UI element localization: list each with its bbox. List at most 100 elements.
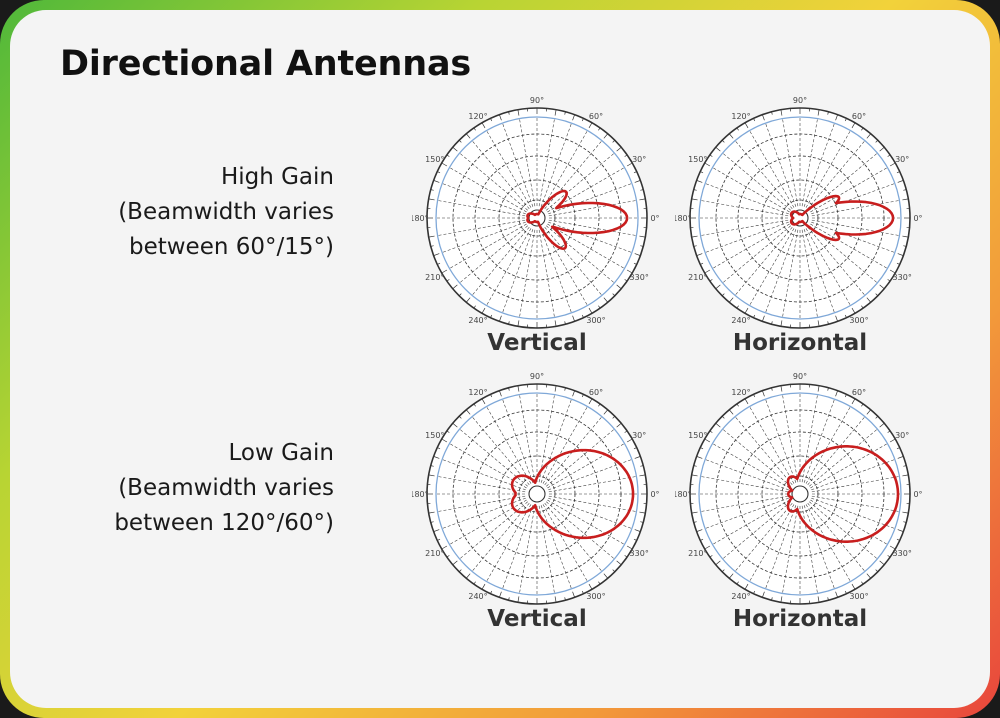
tick-mark <box>691 198 698 201</box>
tick-mark <box>736 127 739 131</box>
caption-low-gain: Low Gain (Beamwidth varies between 120°/… <box>114 436 334 541</box>
tick-mark <box>612 139 616 143</box>
tick-mark <box>481 398 486 405</box>
tick-mark <box>640 245 644 247</box>
angle-label: 90° <box>530 96 544 105</box>
tick-mark <box>517 109 520 116</box>
tick-mark <box>700 538 704 541</box>
tick-mark <box>729 133 734 139</box>
tick-mark <box>897 180 904 183</box>
angle-label: 90° <box>793 372 807 381</box>
tick-mark <box>879 560 885 565</box>
tick-mark <box>897 456 904 459</box>
tick-mark <box>861 305 864 309</box>
tick-mark <box>861 581 864 585</box>
tick-mark <box>762 390 765 397</box>
tick-mark <box>517 385 520 392</box>
angle-label: 30° <box>632 431 646 440</box>
tick-mark <box>729 573 734 579</box>
tick-mark <box>640 189 644 191</box>
tick-mark <box>626 162 633 167</box>
tick-mark <box>517 320 520 327</box>
tick-mark <box>481 307 486 314</box>
angle-label: 0° <box>650 490 659 499</box>
radiation-pattern <box>789 194 895 242</box>
tick-mark <box>835 591 838 598</box>
tick-mark <box>433 456 440 459</box>
tick-mark <box>473 581 476 585</box>
tick-mark <box>771 321 773 325</box>
tick-mark <box>887 430 891 433</box>
tick-mark <box>473 305 476 309</box>
tick-mark <box>903 189 907 191</box>
tick-mark <box>517 596 520 603</box>
tick-mark <box>441 162 448 167</box>
tick-mark <box>827 111 829 115</box>
angle-label: 150° <box>425 155 444 164</box>
tick-mark <box>452 147 458 152</box>
angle-label: 180° <box>412 214 429 223</box>
tick-mark <box>771 387 773 391</box>
angle-label: 300° <box>586 592 605 601</box>
tick-mark <box>452 284 458 289</box>
polar-plot-svg: 0°30°60°90°120°150°180°210°240°270°300°3… <box>675 372 923 605</box>
tick-mark <box>691 511 698 514</box>
tick-mark <box>639 474 646 477</box>
tick-mark <box>458 415 462 419</box>
angle-label: 330° <box>893 273 912 282</box>
angle-label: 0° <box>913 214 922 223</box>
tick-mark <box>827 321 829 325</box>
angle-label: 120° <box>731 112 750 121</box>
tick-mark <box>817 109 820 116</box>
tick-mark <box>744 583 749 590</box>
tick-mark <box>572 591 575 598</box>
tick-mark <box>897 529 904 532</box>
tick-mark <box>473 403 476 407</box>
tick-mark <box>851 583 856 590</box>
tick-mark <box>564 597 566 601</box>
tick-mark <box>626 269 633 274</box>
tick-mark <box>897 253 904 256</box>
tick-mark <box>866 133 871 139</box>
tick-mark <box>729 297 734 303</box>
tick-mark <box>458 569 462 573</box>
tick-mark <box>887 555 891 558</box>
tick-mark <box>634 180 641 183</box>
caption-line: Low Gain <box>228 440 335 466</box>
tick-mark <box>481 122 486 129</box>
tick-mark <box>508 321 510 325</box>
tick-mark <box>616 560 622 565</box>
radiation-pattern <box>786 445 900 543</box>
tick-mark <box>430 245 434 247</box>
tick-mark <box>452 423 458 428</box>
tick-mark <box>753 590 756 594</box>
outer-reference-ring <box>435 392 639 596</box>
tick-mark <box>603 297 608 303</box>
tick-mark <box>598 305 601 309</box>
angle-label: 60° <box>589 112 603 121</box>
tick-mark <box>581 118 584 122</box>
tick-mark <box>896 538 900 541</box>
tick-mark <box>704 162 711 167</box>
polar-plot-low-gain-horizontal: 0°30°60°90°120°150°180°210°240°270°300°3… <box>675 368 925 646</box>
tick-mark <box>896 171 900 174</box>
tick-mark <box>490 394 493 398</box>
tick-mark <box>624 154 628 157</box>
angle-label: 90° <box>530 372 544 381</box>
tick-mark <box>709 555 713 558</box>
tick-mark <box>704 438 711 443</box>
tick-mark <box>603 409 608 415</box>
tick-mark <box>693 245 697 247</box>
tick-mark <box>903 245 907 247</box>
angle-label: 240° <box>468 592 487 601</box>
tick-mark <box>554 596 557 603</box>
tick-mark <box>715 147 721 152</box>
angle-label: 210° <box>688 549 707 558</box>
tick-mark <box>693 521 697 523</box>
angle-label: 240° <box>731 592 750 601</box>
tick-mark <box>612 415 616 419</box>
tick-mark <box>780 596 783 603</box>
angle-label: 30° <box>632 155 646 164</box>
tick-mark <box>709 279 713 282</box>
tick-mark <box>581 394 584 398</box>
